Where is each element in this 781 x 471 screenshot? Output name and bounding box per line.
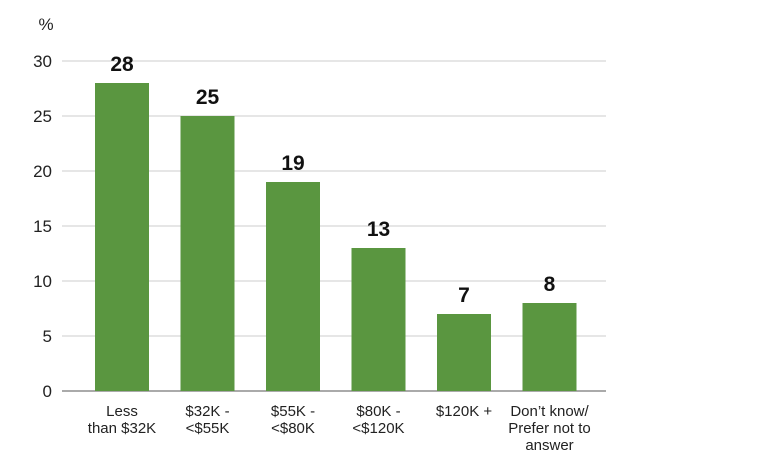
y-tick-label: 0 [43, 382, 52, 401]
bar-value-label: 28 [110, 53, 134, 76]
category-label-line: Prefer not to [508, 420, 591, 437]
category-label: Don’t know/Prefer not to answer [508, 403, 591, 454]
category-label-line: <$120K [352, 420, 404, 437]
category-label-line: than $32K [88, 420, 156, 437]
y-tick-label: 10 [33, 272, 52, 291]
bar [266, 182, 320, 391]
y-axis-ticks: 0 5 10 15 20 25 30 [33, 52, 52, 401]
category-label-line: $120K + [436, 403, 493, 420]
category-label: Less than $32K [88, 403, 156, 437]
bar-value-label: 7 [458, 284, 470, 307]
category-label-line: Less [106, 403, 138, 420]
bar-value-label: 8 [544, 273, 556, 296]
bars [95, 83, 577, 391]
bar-value-label: 13 [367, 218, 390, 241]
bar [437, 314, 491, 391]
y-tick-label: 30 [33, 52, 52, 71]
category-label: $32K -<$55K [185, 403, 229, 437]
bar [522, 303, 577, 391]
category-label-line: Don’t know/ [510, 403, 589, 420]
bar-value-label: 19 [281, 152, 304, 175]
category-label-line: <$80K [271, 420, 315, 437]
y-tick-label: 15 [33, 217, 52, 236]
category-label-line: answer [525, 437, 573, 454]
bar [180, 116, 235, 391]
category-label-line: $80K - [356, 403, 400, 420]
category-label-line: $32K - [185, 403, 229, 420]
value-labels: 28 25 19 13 7 8 [110, 53, 555, 307]
y-tick-label: 5 [43, 327, 52, 346]
category-label: $80K -<$120K [352, 403, 404, 437]
y-tick-label: 20 [33, 162, 52, 181]
category-label: $55K -<$80K [271, 403, 315, 437]
category-labels: Less than $32K $32K -<$55K $55K -<$80K $80K … [88, 403, 591, 454]
category-label: $120K + [436, 403, 493, 420]
y-axis-unit-label: % [38, 15, 53, 34]
gridlines [62, 60, 606, 392]
bar-value-label: 25 [196, 86, 220, 109]
bar [351, 248, 406, 391]
bar [95, 83, 149, 391]
category-label-line: $55K - [271, 403, 315, 420]
category-label-line: <$55K [186, 420, 230, 437]
y-tick-label: 25 [33, 107, 52, 126]
